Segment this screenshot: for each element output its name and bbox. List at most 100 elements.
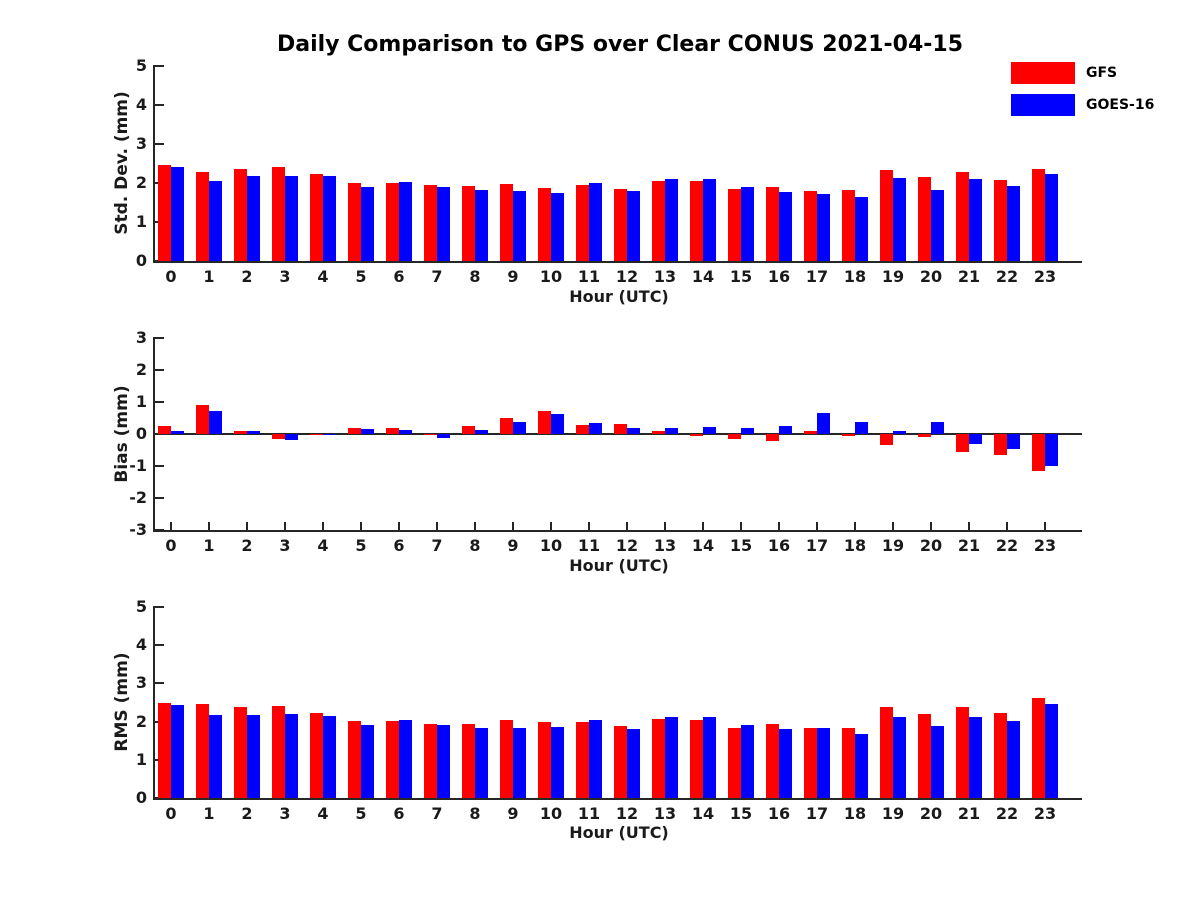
x-tick-label: 11	[577, 536, 601, 555]
x-tick-label: 20	[919, 536, 943, 555]
y-tick-label: -3	[129, 520, 147, 539]
y-tick-mark	[155, 606, 164, 608]
y-tick-label: -1	[129, 456, 147, 475]
bar-goes-16-hour-15	[741, 187, 754, 261]
y-axis-spine	[153, 65, 155, 263]
x-tick-mark	[702, 522, 704, 530]
bar-gfs-hour-16	[766, 434, 779, 442]
bar-goes-16-hour-1	[209, 181, 222, 261]
bar-goes-16-hour-14	[703, 716, 716, 798]
bar-gfs-hour-6	[386, 720, 399, 798]
x-tick-label: 16	[767, 536, 791, 555]
bar-goes-16-hour-21	[969, 716, 982, 798]
bar-gfs-hour-0	[158, 426, 171, 434]
bar-goes-16-hour-2	[247, 715, 260, 798]
bar-gfs-hour-16	[766, 186, 779, 261]
x-tick-mark	[740, 522, 742, 530]
y-axis-spine	[153, 337, 155, 532]
bar-goes-16-hour-6	[399, 720, 412, 798]
bar-goes-16-hour-5	[361, 429, 374, 434]
y-tick-label: 3	[135, 134, 147, 153]
bar-goes-16-hour-20	[931, 190, 944, 261]
x-tick-label: 5	[355, 536, 367, 555]
x-tick-label: 19	[881, 536, 905, 555]
x-tick-label: 1	[203, 804, 215, 823]
bar-gfs-hour-3	[272, 434, 285, 440]
x-axis-spine	[153, 530, 1082, 532]
bar-gfs-hour-4	[310, 174, 323, 261]
bar-gfs-hour-3	[272, 705, 285, 798]
x-tick-label: 16	[767, 804, 791, 823]
bar-gfs-hour-19	[880, 434, 893, 445]
x-tick-label: 2	[241, 804, 253, 823]
bar-goes-16-hour-17	[817, 193, 830, 261]
bar-goes-16-hour-7	[437, 186, 450, 261]
bar-goes-16-hour-13	[665, 179, 678, 261]
y-tick-label: -2	[129, 488, 147, 507]
legend-label-gfs: GFS	[1086, 65, 1118, 81]
bar-gfs-hour-11	[576, 425, 589, 434]
x-tick-mark	[930, 522, 932, 530]
bar-goes-16-hour-16	[779, 191, 792, 261]
bar-goes-16-hour-0	[171, 431, 184, 434]
y-tick-mark	[155, 644, 164, 646]
bar-goes-16-hour-15	[741, 428, 754, 434]
bar-gfs-hour-14	[690, 719, 703, 798]
x-tick-label: 23	[1033, 267, 1057, 286]
bar-gfs-hour-3	[272, 166, 285, 261]
bar-goes-16-hour-16	[779, 728, 792, 798]
y-tick-label: 3	[135, 328, 147, 347]
y-tick-label: 4	[135, 95, 147, 114]
bar-gfs-hour-7	[424, 184, 437, 261]
bar-gfs-hour-20	[918, 713, 931, 798]
x-tick-label: 1	[203, 267, 215, 286]
y-tick-mark	[155, 401, 164, 403]
bar-goes-16-hour-8	[475, 728, 488, 798]
bar-gfs-hour-2	[234, 431, 247, 434]
bar-gfs-hour-20	[918, 434, 931, 438]
bar-goes-16-hour-23	[1045, 174, 1058, 261]
x-tick-label: 4	[317, 804, 329, 823]
bar-gfs-hour-23	[1032, 434, 1045, 471]
bar-gfs-hour-23	[1032, 697, 1045, 798]
bar-goes-16-hour-15	[741, 725, 754, 798]
bar-gfs-hour-2	[234, 169, 247, 261]
bar-goes-16-hour-12	[627, 428, 640, 434]
x-tick-label: 15	[729, 804, 753, 823]
bar-gfs-hour-17	[804, 430, 817, 434]
bar-goes-16-hour-12	[627, 191, 640, 261]
stddev-x-axis-label: Hour (UTC)	[569, 287, 669, 306]
x-axis-spine	[153, 798, 1082, 800]
bar-gfs-hour-11	[576, 184, 589, 261]
x-tick-mark	[284, 522, 286, 530]
bar-gfs-hour-0	[158, 702, 171, 798]
y-tick-mark	[155, 143, 164, 145]
y-tick-label: 0	[135, 424, 147, 443]
x-tick-mark	[246, 522, 248, 530]
x-tick-label: 3	[279, 267, 291, 286]
x-tick-mark	[816, 522, 818, 530]
x-tick-mark	[208, 522, 210, 530]
bar-gfs-hour-17	[804, 190, 817, 261]
bar-goes-16-hour-8	[475, 190, 488, 261]
bar-gfs-hour-5	[348, 183, 361, 261]
bar-goes-16-hour-21	[969, 434, 982, 444]
x-tick-mark	[664, 522, 666, 530]
y-tick-mark	[155, 497, 164, 499]
y-tick-label: 0	[135, 251, 147, 270]
bar-gfs-hour-8	[462, 426, 475, 434]
bar-goes-16-hour-9	[513, 421, 526, 434]
x-tick-label: 8	[469, 536, 481, 555]
bar-gfs-hour-21	[956, 707, 969, 798]
bar-gfs-hour-16	[766, 724, 779, 798]
x-tick-label: 13	[653, 804, 677, 823]
bar-goes-16-hour-20	[931, 422, 944, 434]
x-tick-mark	[626, 522, 628, 530]
bar-gfs-hour-9	[500, 184, 513, 261]
x-axis-spine	[153, 261, 1082, 263]
x-tick-label: 23	[1033, 804, 1057, 823]
x-tick-label: 14	[691, 267, 715, 286]
x-tick-label: 19	[881, 267, 905, 286]
bar-gfs-hour-15	[728, 189, 741, 261]
bar-gfs-hour-21	[956, 434, 969, 452]
